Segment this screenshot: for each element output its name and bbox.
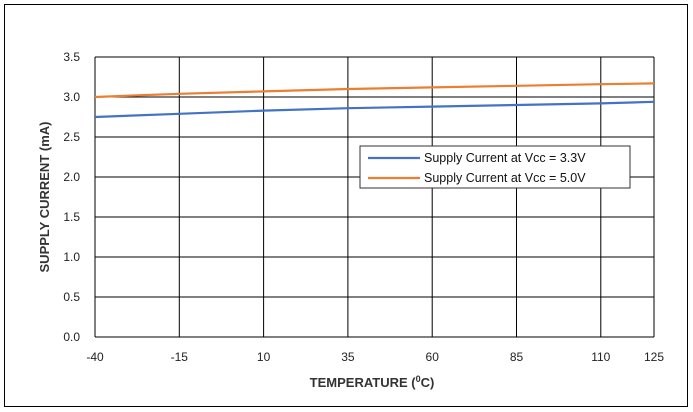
x-tick-label: 60 (426, 350, 440, 364)
y-tick-label: 0.0 (63, 330, 80, 344)
x-axis-title-sup: 0 (416, 374, 421, 384)
y-tick-label: 1.0 (63, 250, 80, 264)
y-tick-label: 1.5 (63, 210, 80, 224)
series-lines (94, 82, 655, 119)
y-tick-labels: 0.0 0.5 1.0 1.5 2.0 2.5 3.0 3.5 (63, 50, 80, 344)
chart-frame (4, 4, 688, 407)
grid (94, 56, 655, 338)
legend: Supply Current at Vcc = 3.3V Supply Curr… (359, 145, 631, 189)
x-tick-label: -40 (86, 350, 104, 364)
legend-label-vcc-3v3: Supply Current at Vcc = 3.3V (424, 151, 586, 165)
x-tick-label: 35 (341, 350, 355, 364)
x-axis-title: TEMPERATURE (0C) (310, 374, 435, 390)
y-tick-label: 0.5 (63, 290, 80, 304)
x-tick-label: 10 (257, 350, 271, 364)
legend-label-vcc-5v0: Supply Current at Vcc = 5.0V (424, 171, 586, 185)
series-line-0 (94, 100, 655, 119)
y-axis-title: SUPPLY CURRENT (mA) (37, 122, 52, 273)
x-tick-label: -15 (171, 350, 189, 364)
y-tick-label: 3.5 (63, 50, 80, 64)
legend-box (359, 145, 631, 189)
x-tick-labels: -40 -15 10 35 60 85 110 125 (86, 350, 664, 364)
x-axis-title-suffix: C) (421, 375, 435, 390)
y-tick-label: 2.5 (63, 130, 80, 144)
y-tick-label: 2.0 (63, 170, 80, 184)
y-tick-label: 3.0 (63, 90, 80, 104)
x-tick-label: 85 (510, 350, 524, 364)
x-tick-label: 110 (591, 350, 610, 364)
series-line-1 (94, 82, 655, 99)
x-axis-title-main: TEMPERATURE ( (310, 375, 417, 390)
x-tick-label: 125 (644, 350, 664, 364)
